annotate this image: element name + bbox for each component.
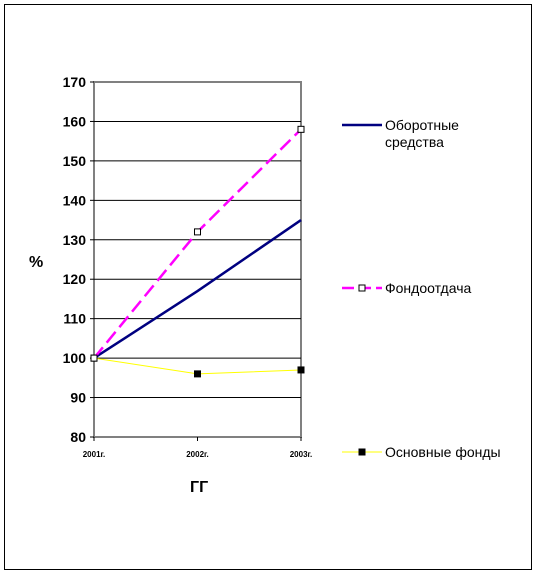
y-axis-label: % <box>29 254 43 271</box>
line-chart: 170 160 150 140 130 120 110 100 90 80 2001г. 2002г… <box>29 74 501 496</box>
x-tick-labels: 2001г. 2002г. 2003г. <box>83 437 313 459</box>
x-axis-label: ГГ <box>190 479 208 496</box>
chart-frame: 170 160 150 140 130 120 110 100 90 80 2001г. 2002г… <box>4 4 532 570</box>
y-tick-label: 90 <box>70 390 86 406</box>
y-tick-label: 160 <box>63 113 87 129</box>
data-point-marker <box>194 370 201 378</box>
legend-label: Основные фонды <box>385 444 501 460</box>
y-tick-label: 110 <box>63 311 86 327</box>
data-point-marker <box>358 284 366 292</box>
y-tick-labels: 170 160 150 140 130 120 110 100 90 80 <box>63 74 87 445</box>
y-tick-label: 170 <box>63 74 87 90</box>
y-tick-label: 120 <box>63 271 87 287</box>
series-1 <box>90 125 305 362</box>
series-group <box>90 125 305 378</box>
plot-area <box>93 81 302 438</box>
x-tick-label: 2001г. <box>83 450 106 459</box>
series-0 <box>93 219 302 360</box>
y-tick-label: 150 <box>63 153 87 169</box>
x-tick-label: 2002г. <box>186 450 209 459</box>
data-point-marker <box>90 354 98 362</box>
data-point-marker <box>194 228 201 236</box>
data-point-marker <box>297 125 305 133</box>
y-tick-label: 130 <box>63 232 87 248</box>
y-tick-label: 140 <box>63 192 87 208</box>
gridlines <box>90 81 301 438</box>
legend-label: Фондоотдача <box>385 280 471 296</box>
data-point-marker <box>297 366 305 374</box>
x-tick-label: 2003г. <box>290 450 313 459</box>
series-line <box>93 219 302 360</box>
y-tick-label: 80 <box>70 429 86 445</box>
legend-label: средства <box>385 134 444 150</box>
data-point-marker <box>358 448 366 456</box>
legend-item: Фондоотдача <box>342 280 471 296</box>
legend-label: Оборотные <box>385 117 459 133</box>
legend-item: Основные фонды <box>342 444 501 460</box>
y-tick-label: 100 <box>63 350 87 366</box>
